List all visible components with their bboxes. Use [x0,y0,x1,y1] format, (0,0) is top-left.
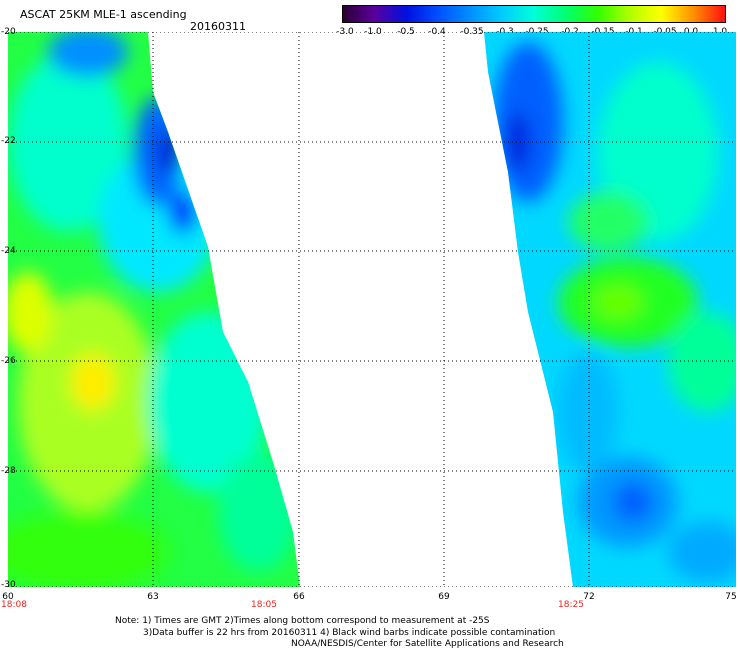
time-label: 18:25 [558,600,584,610]
lon-label: 66 [293,592,305,602]
lat-label: -24 [1,246,16,256]
footnote-line-1: Note: 1) Times are GMT 2)Times along bot… [115,616,490,626]
lon-label: 72 [583,592,595,602]
chart-date: 20160311 [190,20,246,33]
grid-lines [8,32,736,587]
lat-label: -28 [1,466,16,476]
left-swath [8,32,300,587]
lon-label: 63 [147,592,159,602]
footnote-credit: NOAA/NESDIS/Center for Satellite Applica… [291,639,564,649]
lat-label: -30 [1,580,16,590]
lon-label: 60 [2,592,14,602]
colorbar-label: -0.5 [397,27,415,37]
right-swath [484,32,736,587]
colorbar [342,5,726,23]
footnote-line-2: 3)Data buffer is 22 hrs from 20160311 4)… [143,628,556,638]
time-label: 18:05 [251,600,277,610]
lon-label: 69 [438,592,450,602]
time-label: 18:08 [1,600,27,610]
swath-map [8,32,736,587]
lat-label: -22 [1,136,16,146]
chart-title: ASCAT 25KM MLE-1 ascending [20,8,187,21]
lon-label: 75 [725,592,737,602]
lat-label: -20 [1,27,16,37]
lat-label: -26 [1,356,16,366]
